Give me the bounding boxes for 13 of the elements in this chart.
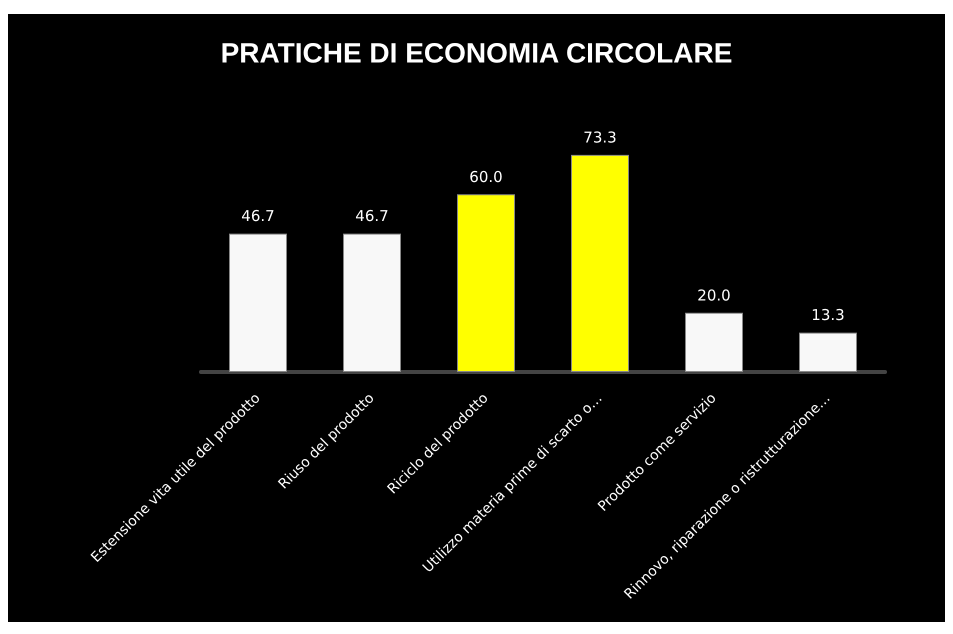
data-label: 20.0 [697,286,731,304]
data-label: 73.3 [583,128,617,146]
data-label: 46.7 [355,207,389,226]
data-label: 13.3 [811,306,845,324]
bar [343,234,401,372]
bar [799,332,857,372]
chart-title: PRATICHE DI ECONOMIA CIRCOLARE [220,38,732,68]
bar [229,234,287,372]
data-label: 46.7 [241,207,275,226]
bar [685,312,743,372]
bar [571,154,629,372]
bar [457,194,515,372]
data-label: 60.0 [469,168,503,186]
